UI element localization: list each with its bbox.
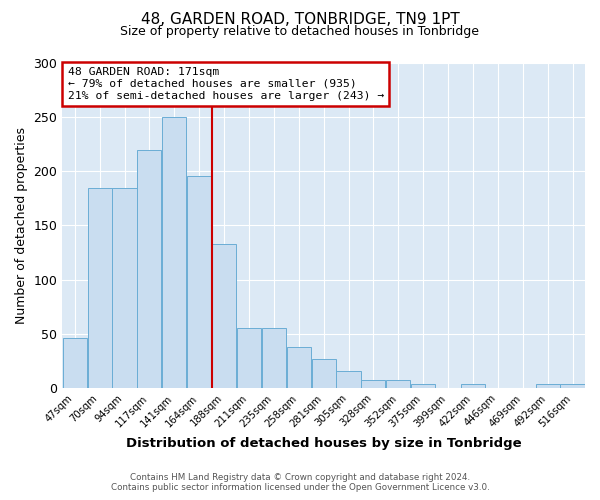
Text: 48, GARDEN ROAD, TONBRIDGE, TN9 1PT: 48, GARDEN ROAD, TONBRIDGE, TN9 1PT <box>140 12 460 28</box>
Bar <box>137 150 161 388</box>
Text: 48 GARDEN ROAD: 171sqm
← 79% of detached houses are smaller (935)
21% of semi-de: 48 GARDEN ROAD: 171sqm ← 79% of detached… <box>68 68 384 100</box>
Bar <box>62 338 87 388</box>
Bar <box>311 359 336 388</box>
Bar <box>386 380 410 388</box>
Bar <box>262 328 286 388</box>
Bar <box>88 188 112 388</box>
Bar <box>187 176 211 388</box>
Text: Contains HM Land Registry data © Crown copyright and database right 2024.
Contai: Contains HM Land Registry data © Crown c… <box>110 473 490 492</box>
Bar <box>287 347 311 388</box>
Bar <box>560 384 584 388</box>
Bar <box>361 380 385 388</box>
Bar <box>536 384 560 388</box>
Bar <box>162 117 187 388</box>
Bar <box>112 188 137 388</box>
X-axis label: Distribution of detached houses by size in Tonbridge: Distribution of detached houses by size … <box>126 437 521 450</box>
Bar <box>212 244 236 388</box>
Bar <box>461 384 485 388</box>
Y-axis label: Number of detached properties: Number of detached properties <box>15 127 28 324</box>
Text: Size of property relative to detached houses in Tonbridge: Size of property relative to detached ho… <box>121 25 479 38</box>
Bar <box>337 371 361 388</box>
Bar <box>237 328 261 388</box>
Bar <box>411 384 435 388</box>
